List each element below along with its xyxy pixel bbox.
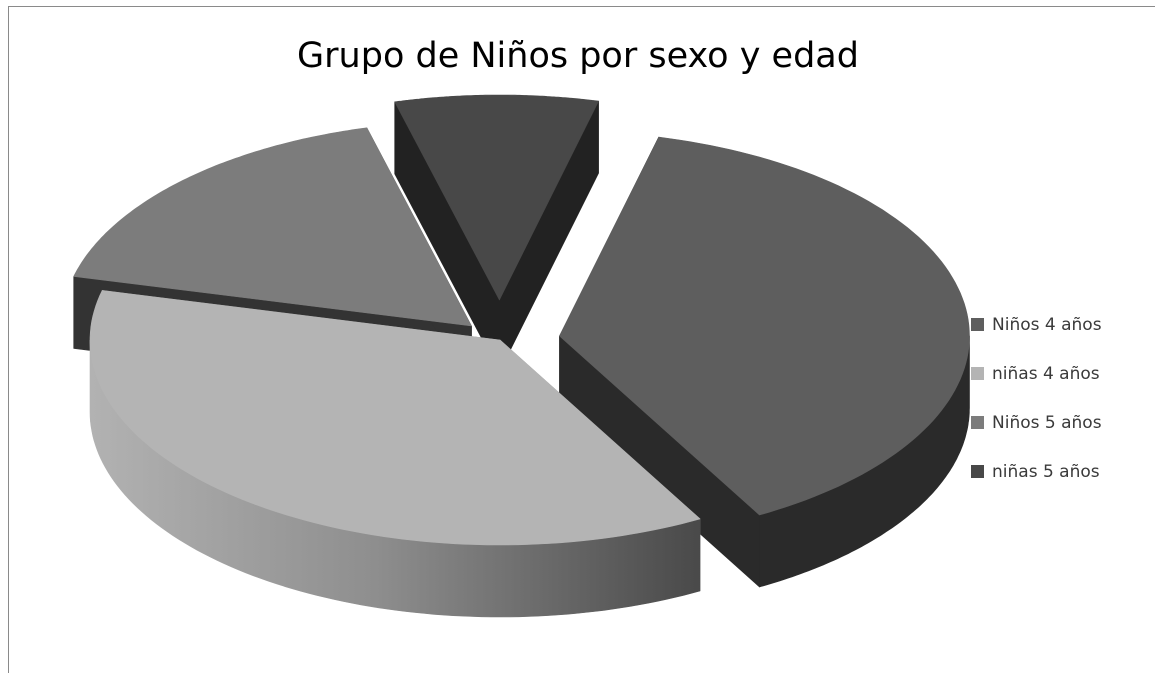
pie-slice — [73, 127, 472, 327]
legend-swatch — [971, 465, 984, 478]
pie-slices — [73, 94, 970, 618]
legend-item: Niños 5 años — [971, 398, 1102, 447]
legend-item: Niños 4 años — [971, 300, 1102, 349]
legend-item: niñas 4 años — [971, 349, 1102, 398]
pie-slice — [394, 94, 599, 301]
pie-slice — [89, 290, 701, 546]
legend-swatch — [971, 416, 984, 429]
legend-label: Niños 4 años — [992, 314, 1102, 335]
legend-label: Niños 5 años — [992, 412, 1102, 433]
legend-item: niñas 5 años — [971, 447, 1102, 496]
legend-label: niñas 4 años — [992, 363, 1100, 384]
legend: Niños 4 años niñas 4 años Niños 5 años n… — [971, 300, 1102, 496]
chart-title: Grupo de Niños por sexo y edad — [297, 36, 859, 76]
pie-slice — [559, 136, 970, 516]
legend-label: niñas 5 años — [992, 461, 1100, 482]
legend-swatch — [971, 367, 984, 380]
legend-swatch — [971, 318, 984, 331]
